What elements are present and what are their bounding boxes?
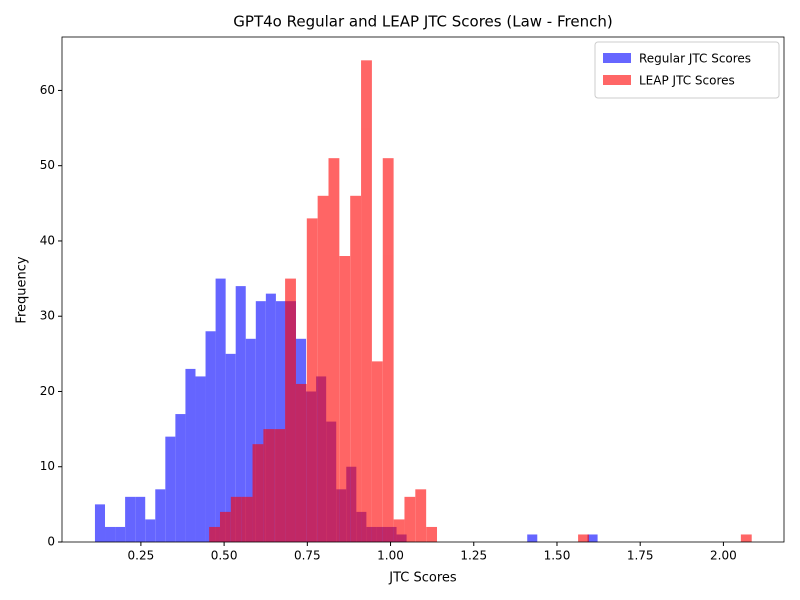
legend-swatch [603, 53, 631, 63]
histogram-bar [235, 286, 246, 542]
histogram-bar [740, 534, 752, 542]
histogram-bar [263, 429, 275, 542]
histogram-bar [230, 496, 242, 542]
histogram-bar [317, 195, 329, 542]
histogram-bar [225, 353, 236, 542]
histogram-bar [527, 534, 538, 542]
x-tick-label: 1.75 [627, 549, 654, 563]
y-tick-label: 30 [40, 309, 55, 323]
chart-title: GPT4o Regular and LEAP JTC Scores (Law -… [233, 13, 612, 31]
histogram-bar [265, 293, 276, 542]
histogram-bar [175, 414, 186, 542]
histogram-bar [587, 534, 598, 542]
y-tick-label: 20 [40, 384, 55, 398]
legend-label: Regular JTC Scores [639, 52, 751, 66]
histogram-bar [255, 301, 266, 542]
histogram-bar [115, 526, 126, 542]
histogram-bar [105, 526, 116, 542]
histogram-bar [382, 158, 394, 542]
histogram-bar [125, 496, 136, 542]
histogram-bar [252, 444, 264, 542]
histogram-bar [350, 195, 362, 542]
x-tick-label: 1.00 [377, 549, 404, 563]
histogram-bar [185, 368, 196, 542]
histogram-bar [274, 429, 286, 542]
histogram-bar [328, 158, 340, 542]
histogram-bar [285, 278, 296, 542]
histogram-bar [275, 301, 286, 542]
histogram-bar [215, 278, 226, 542]
series-group [209, 60, 752, 543]
histogram-bar [155, 489, 166, 542]
legend-box [594, 41, 780, 99]
histogram-bar [245, 338, 256, 542]
plot-frame [61, 36, 785, 543]
y-tick-label: 40 [40, 233, 55, 247]
x-tick-label: 0.25 [128, 549, 155, 563]
x-axis-label: JTC Scores [388, 571, 457, 586]
y-axis-label: Frequency [15, 256, 30, 323]
histogram-bar [371, 361, 383, 542]
histogram-bar [209, 526, 220, 542]
histogram-bar [165, 436, 176, 542]
histogram-bar [135, 496, 146, 542]
x-tick-label: 0.50 [211, 549, 238, 563]
y-tick-label: 10 [40, 459, 55, 473]
x-tick-label: 0.75 [294, 549, 321, 563]
histogram-bar [415, 489, 427, 542]
y-tick-label: 50 [40, 158, 55, 172]
histogram-bar [145, 519, 156, 542]
histogram-bar [205, 331, 216, 542]
histogram-bar [578, 534, 589, 542]
histogram-bar [404, 496, 416, 542]
y-tick-label: 0 [47, 535, 55, 549]
histogram-bar [295, 383, 307, 542]
histogram-bar [241, 496, 253, 542]
x-tick-label: 1.50 [544, 549, 571, 563]
y-tick-label: 60 [40, 83, 55, 97]
x-tick-label: 1.25 [460, 549, 487, 563]
histogram-bar [306, 218, 318, 542]
histogram-bar [195, 376, 206, 542]
x-tick-label: 2.00 [710, 549, 737, 563]
histogram-bar [219, 511, 231, 542]
histogram-bar [361, 60, 372, 543]
histogram-bar [393, 519, 405, 542]
legend-swatch [603, 75, 631, 85]
legend-label: LEAP JTC Scores [639, 74, 735, 88]
histogram-bar [339, 256, 351, 542]
histogram-bar [426, 526, 438, 542]
histogram-bar [94, 504, 106, 542]
